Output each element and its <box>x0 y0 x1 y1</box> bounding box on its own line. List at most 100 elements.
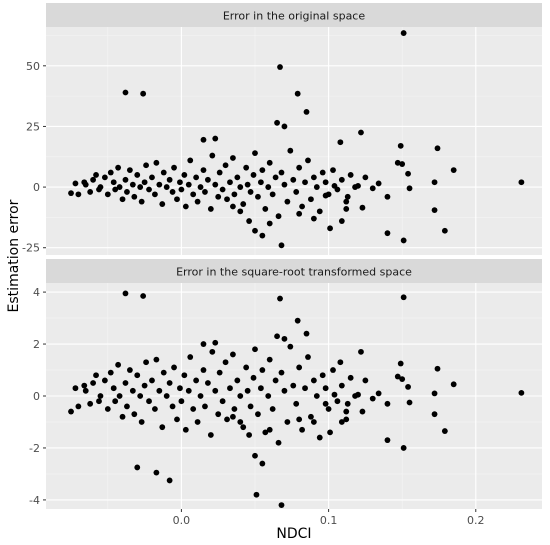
data-point <box>441 227 448 234</box>
data-point <box>134 372 141 379</box>
data-point <box>149 174 155 181</box>
data-point <box>119 413 126 420</box>
data-point <box>316 434 323 441</box>
y-tick-label: 50 <box>26 60 40 73</box>
data-point <box>327 225 333 232</box>
data-point <box>160 369 167 376</box>
data-point <box>140 293 147 299</box>
data-point <box>290 382 297 389</box>
data-point <box>384 437 391 444</box>
data-point <box>290 176 297 183</box>
data-point <box>265 393 272 399</box>
data-point <box>338 419 345 425</box>
data-point <box>310 174 317 181</box>
data-point <box>200 367 207 373</box>
data-point <box>222 359 229 366</box>
data-point <box>246 432 253 438</box>
data-point <box>75 403 82 410</box>
data-point <box>141 179 148 186</box>
data-point <box>338 382 345 389</box>
data-point <box>209 152 216 159</box>
data-point <box>294 90 301 97</box>
data-point <box>337 139 344 146</box>
data-point <box>166 380 173 386</box>
data-point <box>143 359 149 366</box>
data-point <box>193 377 200 384</box>
data-point <box>266 426 273 433</box>
panel-2-points <box>68 290 525 509</box>
data-point <box>129 181 136 188</box>
data-point <box>204 176 211 183</box>
data-point <box>434 145 441 152</box>
data-point <box>126 367 133 373</box>
data-point <box>294 317 301 324</box>
data-point <box>101 174 108 181</box>
data-point <box>287 343 294 350</box>
data-point <box>177 179 183 186</box>
data-point <box>87 400 94 407</box>
data-point <box>212 181 219 188</box>
data-point <box>230 203 236 210</box>
data-point <box>72 180 79 187</box>
data-point <box>174 196 180 203</box>
data-point <box>450 167 457 174</box>
data-point <box>338 218 345 224</box>
data-point <box>182 426 189 433</box>
data-point <box>156 181 163 188</box>
data-point <box>116 184 123 190</box>
data-point <box>252 227 258 234</box>
data-point <box>137 393 144 399</box>
data-point <box>200 136 207 143</box>
panel-1-background <box>46 27 542 255</box>
data-point <box>369 395 376 402</box>
data-point <box>202 189 208 195</box>
y-tick-label: 0 <box>33 390 40 403</box>
data-point <box>107 369 114 376</box>
data-point <box>122 176 129 183</box>
data-point <box>272 174 279 181</box>
data-point <box>240 201 247 207</box>
data-point <box>330 367 336 373</box>
data-point <box>343 408 350 415</box>
data-point <box>275 213 282 220</box>
data-point <box>362 377 369 384</box>
data-point <box>369 185 376 192</box>
data-point <box>93 172 99 178</box>
panel-2-gridlines <box>46 283 542 509</box>
data-point <box>259 232 266 239</box>
data-point <box>394 373 401 380</box>
data-point <box>278 502 285 509</box>
data-point <box>230 155 236 161</box>
data-point <box>178 398 185 405</box>
data-point <box>518 179 525 186</box>
data-point <box>194 419 201 425</box>
data-point <box>190 406 197 412</box>
data-point <box>305 354 311 360</box>
data-point <box>104 406 111 412</box>
data-point <box>96 398 102 405</box>
data-point <box>237 419 244 425</box>
data-point <box>215 193 222 200</box>
data-point <box>197 393 204 399</box>
data-point <box>400 237 407 244</box>
data-point <box>193 174 200 181</box>
data-point <box>375 390 382 397</box>
y-tick-label: -2 <box>29 442 40 455</box>
data-point <box>262 429 269 436</box>
data-point <box>322 179 329 186</box>
panel-1-strip-title: Error in the original space <box>223 10 365 23</box>
data-point <box>344 193 351 200</box>
data-point <box>343 198 350 205</box>
data-point <box>384 230 391 237</box>
data-point <box>293 189 300 195</box>
data-point <box>231 406 238 412</box>
data-point <box>134 464 141 471</box>
data-point <box>310 419 317 425</box>
data-point <box>227 385 233 392</box>
y-tick-label: -25 <box>22 242 40 255</box>
data-point <box>207 432 214 438</box>
data-point <box>166 477 173 484</box>
data-point <box>153 469 160 476</box>
data-point <box>119 196 126 203</box>
data-point <box>215 411 222 418</box>
